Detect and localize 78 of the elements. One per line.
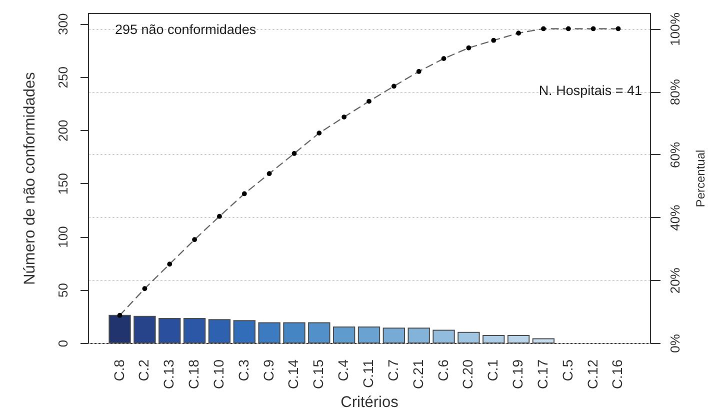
x-tick-label: C.8 [110, 359, 127, 382]
annotation: 295 não conformidades [115, 22, 256, 37]
point [167, 262, 172, 267]
x-tick-label: C.16 [609, 359, 626, 390]
point [266, 171, 272, 176]
bar [283, 322, 306, 344]
bar [233, 320, 256, 344]
point [516, 30, 521, 36]
bar [507, 335, 530, 344]
y2-axis-title: Percentual [694, 150, 708, 208]
point [416, 69, 422, 74]
y2-tick-label: 100% [668, 12, 682, 46]
bar [382, 328, 406, 344]
bar [258, 322, 280, 344]
x-tick-label: C.3 [235, 359, 252, 382]
x-tick-label: C.20 [460, 359, 476, 390]
point [590, 26, 596, 32]
y2-tick-label: 0% [668, 334, 682, 353]
bar [458, 332, 480, 344]
bar [183, 318, 206, 344]
x-tick-label: C.15 [310, 359, 326, 390]
x-axis-title: Critérios [340, 394, 399, 412]
point [117, 312, 122, 318]
bar [134, 316, 156, 344]
y-tick-label: 200 [56, 120, 70, 142]
y-tick-label: 0 [56, 340, 70, 348]
x-tick-label: C.1 [484, 359, 501, 382]
y-axis-title: Número de não conformidades [22, 72, 38, 285]
x-tick-label: C.10 [210, 359, 226, 390]
x-tick-label: C.6 [434, 359, 451, 382]
x-tick-label: C.11 [360, 359, 376, 388]
y-tick-label: 150 [56, 172, 70, 195]
point [142, 286, 148, 292]
x-tick-label: C.21 [410, 359, 426, 390]
bar [408, 328, 430, 344]
point [441, 56, 446, 62]
point [316, 130, 322, 136]
y-tick-label: 300 [56, 13, 70, 35]
x-tick-label: C.4 [335, 359, 352, 382]
y-tick-label: 50 [56, 283, 70, 298]
x-tick-label: C.18 [186, 359, 202, 390]
bar [358, 326, 380, 344]
y-tick-label: 100 [56, 226, 70, 248]
y2-tick-label: 60% [668, 141, 682, 168]
x-tick-label: C.2 [136, 359, 152, 382]
bar [208, 319, 231, 344]
bar [308, 322, 330, 344]
x-tick-label: C.14 [285, 359, 302, 390]
y2-tick-label: 80% [668, 78, 682, 106]
point [292, 151, 297, 156]
y2-tick-label: 40% [668, 204, 682, 231]
x-tick-label: C.7 [384, 359, 401, 382]
x-tick-label: C.13 [160, 359, 177, 390]
x-tick-label: C.9 [260, 359, 276, 382]
x-tick-label: C.17 [534, 359, 550, 390]
annotation: N. Hospitais = 41 [538, 83, 642, 98]
point [566, 26, 571, 32]
bar [158, 318, 181, 344]
point [366, 98, 372, 104]
point [342, 114, 347, 120]
y-tick-label: 250 [56, 66, 70, 88]
point [217, 214, 222, 219]
bar [432, 330, 455, 344]
point [242, 191, 247, 196]
bar [332, 326, 356, 344]
point [491, 38, 496, 43]
point [192, 237, 197, 242]
bar [482, 335, 505, 344]
point [391, 84, 396, 89]
point [616, 26, 621, 32]
bar [108, 314, 131, 344]
bar [532, 338, 555, 344]
x-tick-label: C.5 [559, 359, 576, 382]
point [466, 45, 472, 50]
y2-tick-label: 20% [668, 267, 682, 294]
point [541, 26, 546, 32]
x-tick-label: C.12 [584, 359, 600, 390]
x-tick-label: C.19 [510, 359, 526, 390]
